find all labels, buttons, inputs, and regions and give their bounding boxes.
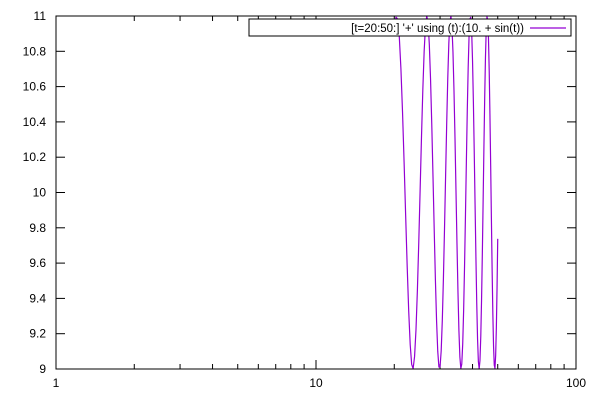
y-tick-label-5: 10: [33, 186, 47, 200]
y-tick-label-9: 10.8: [23, 44, 47, 58]
series-line-0: [393, 16, 499, 369]
legend: [t=20:50:] '+' using (t):(10. + sin(t)): [248, 18, 572, 37]
x-tick-label-2: 100: [566, 376, 586, 390]
x-axis: 1 10 100: [53, 16, 586, 390]
y-tick-label-2: 9.4: [29, 291, 46, 305]
x-tick-label-0: 1: [53, 376, 60, 390]
y-axis: 9 9.2 9.4 9.6 9.8 10 10.2 10.4 10.6 10.8 11: [23, 9, 576, 376]
legend-box: [248, 18, 572, 37]
y-tick-label-4: 9.8: [29, 221, 46, 235]
y-tick-label-10: 11: [34, 9, 47, 23]
x-tick-label-1: 10: [309, 376, 323, 390]
y-tick-label-7: 10.4: [23, 115, 47, 129]
y-tick-label-8: 10.6: [23, 80, 47, 94]
plot-border: [55, 15, 577, 370]
y-tick-label-6: 10.2: [23, 150, 47, 164]
series-layer: [393, 16, 499, 369]
y-tick-label-0: 9: [39, 362, 46, 376]
y-tick-label-3: 9.6: [29, 256, 46, 270]
y-tick-label-1: 9.2: [29, 327, 46, 341]
legend-label-0: [t=20:50:] '+' using (t):(10. + sin(t)): [351, 23, 524, 35]
